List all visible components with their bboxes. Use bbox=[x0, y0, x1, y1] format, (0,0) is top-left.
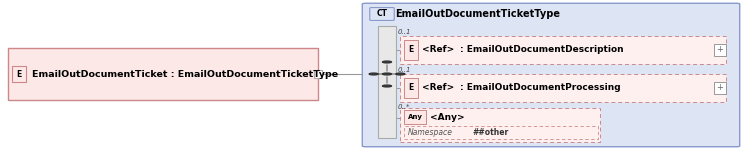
FancyBboxPatch shape bbox=[404, 40, 418, 60]
Text: EmailOutDocumentTicketType: EmailOutDocumentTicketType bbox=[395, 9, 560, 19]
FancyBboxPatch shape bbox=[314, 70, 322, 78]
Text: +: + bbox=[717, 84, 723, 93]
Text: <Ref>: <Ref> bbox=[422, 84, 454, 93]
Text: +: + bbox=[717, 45, 723, 54]
Text: 0..1: 0..1 bbox=[398, 67, 412, 73]
Text: E: E bbox=[408, 84, 413, 93]
FancyBboxPatch shape bbox=[714, 82, 726, 94]
Text: ##other: ##other bbox=[472, 128, 508, 137]
Text: E: E bbox=[16, 69, 22, 78]
Text: <Ref>: <Ref> bbox=[422, 45, 454, 54]
Text: Namespace: Namespace bbox=[408, 128, 453, 137]
Text: : EmailOutDocumentDescription: : EmailOutDocumentDescription bbox=[460, 45, 623, 54]
FancyBboxPatch shape bbox=[362, 3, 740, 147]
FancyBboxPatch shape bbox=[404, 78, 418, 98]
FancyBboxPatch shape bbox=[8, 48, 318, 100]
Text: Any: Any bbox=[407, 114, 422, 120]
FancyBboxPatch shape bbox=[370, 8, 394, 20]
Circle shape bbox=[383, 85, 392, 87]
Text: 0..*: 0..* bbox=[398, 104, 410, 110]
Circle shape bbox=[396, 73, 405, 75]
Text: <Any>: <Any> bbox=[430, 112, 464, 122]
FancyBboxPatch shape bbox=[400, 108, 600, 142]
FancyBboxPatch shape bbox=[12, 66, 26, 82]
FancyBboxPatch shape bbox=[378, 26, 396, 138]
Circle shape bbox=[383, 73, 392, 75]
Text: EmailOutDocumentTicket : EmailOutDocumentTicketType: EmailOutDocumentTicket : EmailOutDocumen… bbox=[32, 69, 338, 78]
FancyBboxPatch shape bbox=[714, 44, 726, 56]
Circle shape bbox=[383, 61, 392, 63]
FancyBboxPatch shape bbox=[404, 126, 598, 139]
Text: E: E bbox=[408, 45, 413, 54]
Text: CT: CT bbox=[376, 9, 387, 18]
FancyBboxPatch shape bbox=[400, 74, 726, 102]
FancyBboxPatch shape bbox=[400, 36, 726, 64]
Text: : EmailOutDocumentProcessing: : EmailOutDocumentProcessing bbox=[460, 84, 620, 93]
FancyBboxPatch shape bbox=[404, 110, 426, 124]
Text: 0..1: 0..1 bbox=[398, 29, 412, 35]
Circle shape bbox=[370, 73, 378, 75]
